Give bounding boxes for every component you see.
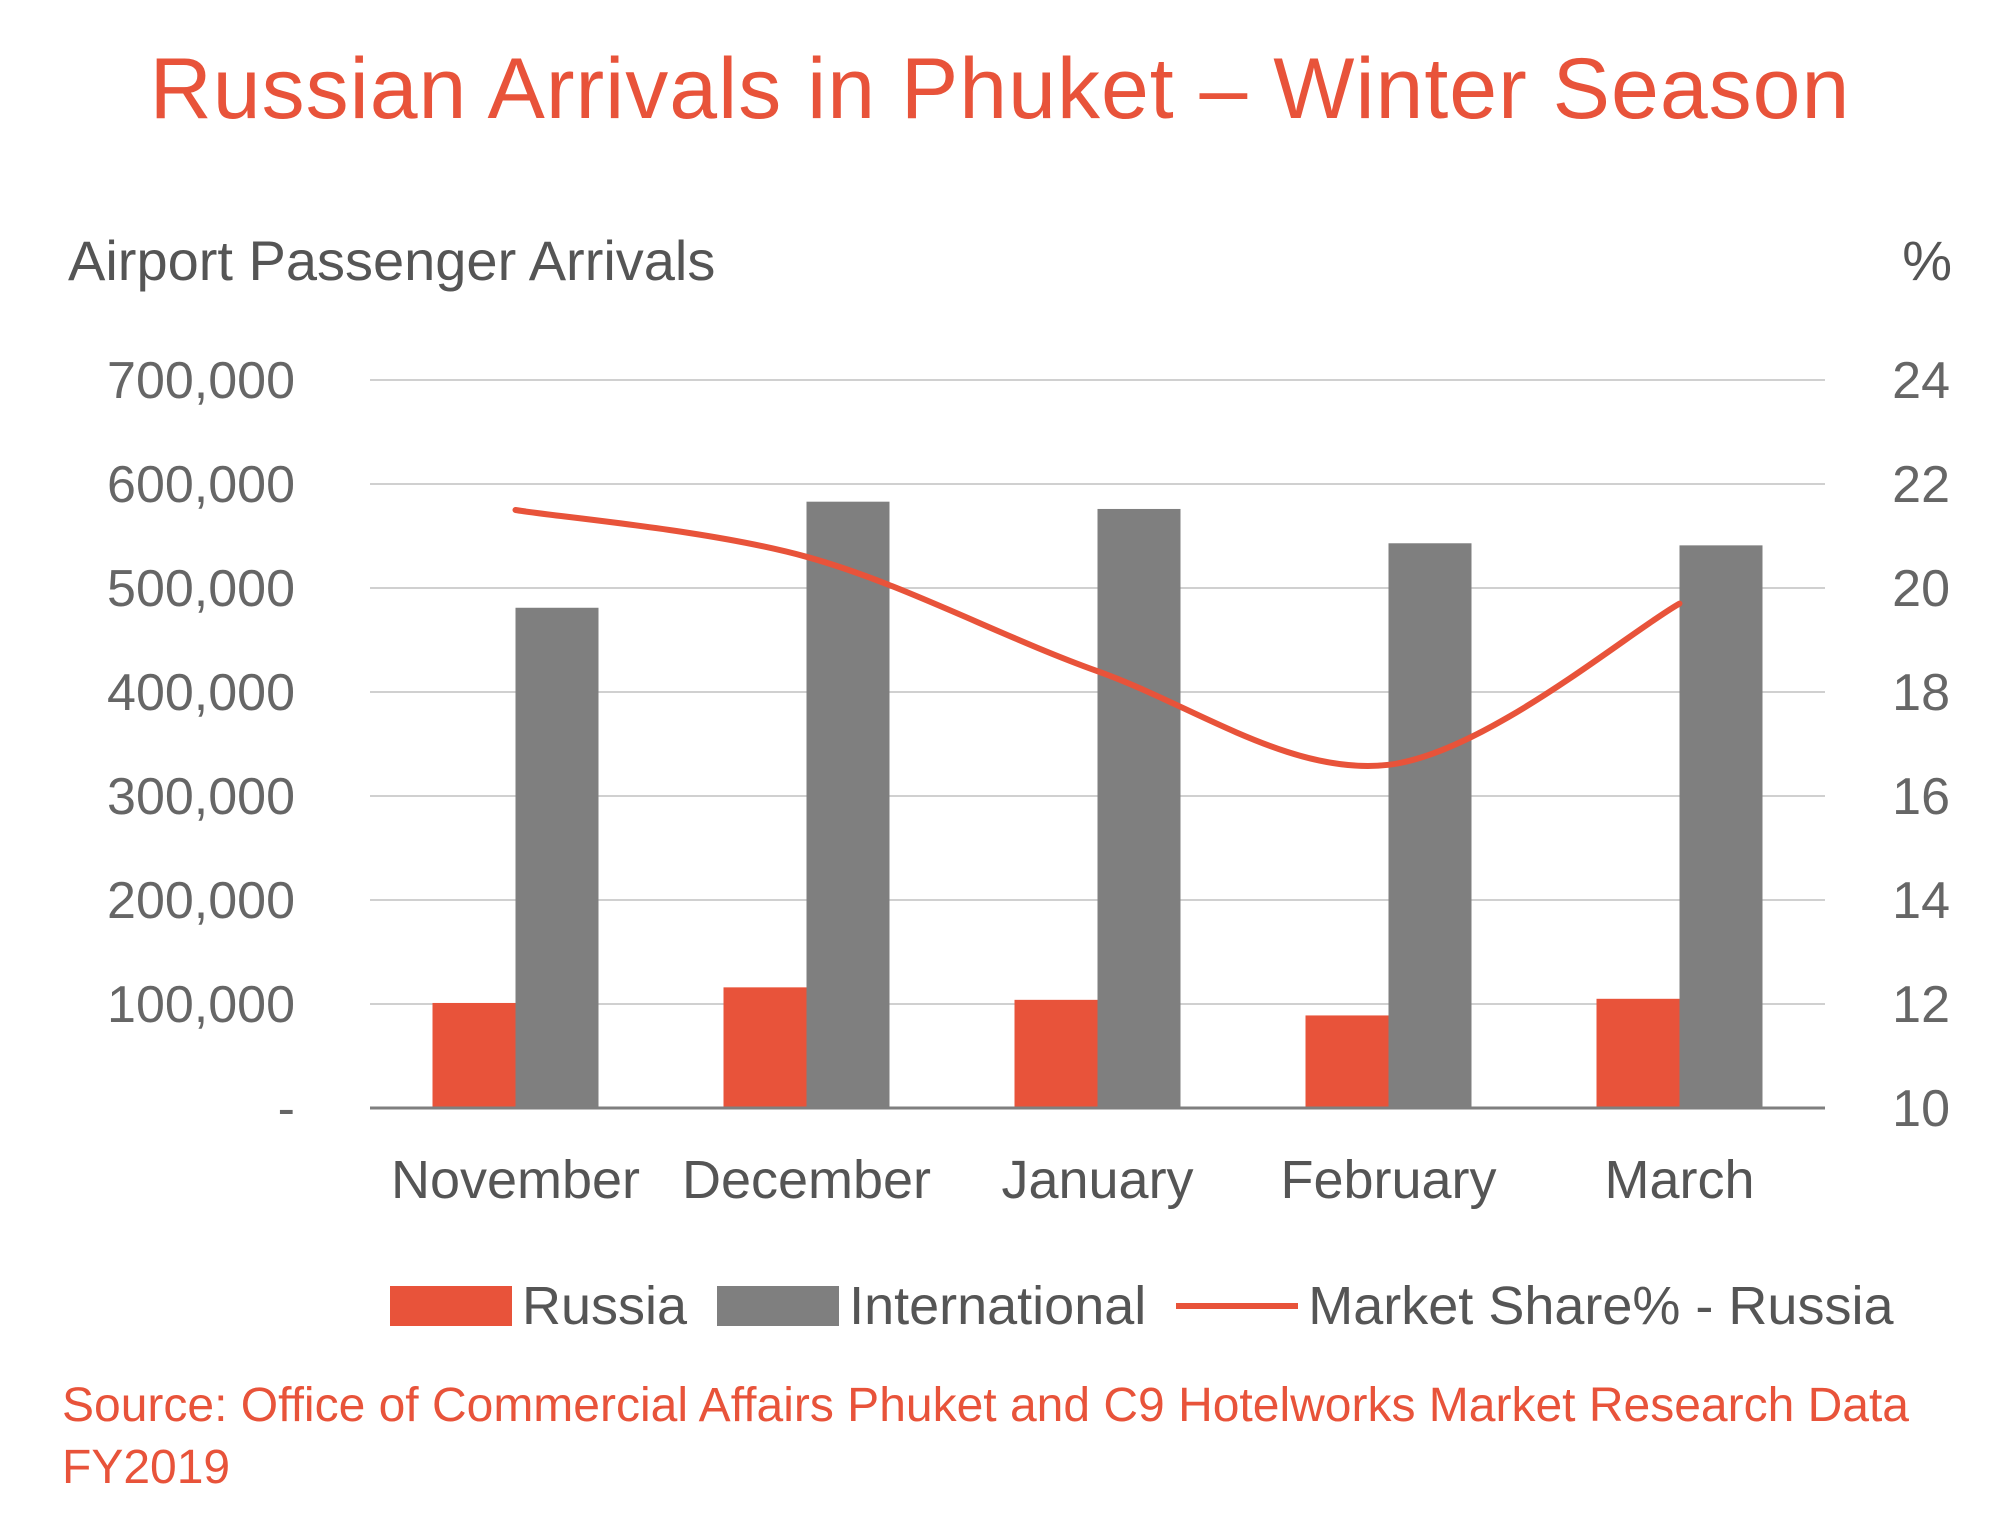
- bar-russia: [1596, 998, 1680, 1108]
- bar-international: [1097, 508, 1181, 1109]
- bar-international: [515, 607, 599, 1108]
- international-swatch-icon: [717, 1286, 840, 1326]
- bar-international: [1388, 543, 1472, 1108]
- y2-tick-label: 10: [1892, 1080, 1950, 1138]
- y2-tick-label: 18: [1892, 664, 1950, 722]
- bar-international: [1679, 545, 1763, 1108]
- y2-axis-label: %: [1902, 229, 1952, 292]
- y-tick-label: 100,000: [107, 976, 295, 1034]
- russia-swatch-icon: [390, 1286, 512, 1326]
- y2-tick-label: 20: [1892, 560, 1950, 618]
- bar-international: [806, 501, 890, 1108]
- y-tick-label: 400,000: [107, 664, 295, 722]
- y-tick-label: 600,000: [107, 456, 295, 514]
- bar-russia: [432, 1002, 516, 1108]
- legend-label-international: International: [849, 1276, 1147, 1336]
- legend-label-market-share: Market Share% - Russia: [1308, 1276, 1894, 1336]
- y2-tick-label: 24: [1892, 352, 1950, 410]
- y2-tick-label: 22: [1892, 456, 1950, 514]
- y2-tick-label: 12: [1892, 976, 1950, 1034]
- x-tick-label: March: [1604, 1150, 1754, 1210]
- source-note: Source: Office of Commercial Affairs Phu…: [62, 1379, 1909, 1494]
- x-tick-label: February: [1280, 1150, 1496, 1210]
- x-tick-label: December: [682, 1150, 931, 1210]
- legend-item-international: International: [717, 1275, 1146, 1337]
- x-tick-label: November: [391, 1150, 640, 1210]
- legend-label-russia: Russia: [522, 1276, 688, 1336]
- y-tick-label: 300,000: [107, 768, 295, 826]
- y-tick-label: 500,000: [107, 560, 295, 618]
- combo-chart: - 100,000 200,000 300,000 400,000 500,000 600,…: [107, 352, 1950, 1210]
- x-tick-label: January: [1001, 1150, 1193, 1210]
- legend-item-market-share: Market Share% - Russia: [1176, 1275, 1893, 1337]
- legend-item-russia: Russia: [390, 1275, 687, 1337]
- bar-russia: [1305, 1015, 1389, 1108]
- y2-tick-label: 14: [1892, 872, 1950, 930]
- line-swatch-icon: [1176, 1303, 1299, 1309]
- y2-tick-label: 16: [1892, 768, 1950, 826]
- y-tick-label: 200,000: [107, 872, 295, 930]
- legend: Russia International Market Share% - Rus…: [390, 1275, 1923, 1337]
- market-share-line: [512, 507, 1683, 769]
- y-tick-label: -: [278, 1080, 295, 1138]
- y-tick-label: 700,000: [107, 352, 295, 410]
- bar-russia: [723, 987, 807, 1108]
- bar-russia: [1014, 999, 1098, 1108]
- chart-title: Russian Arrivals in Phuket – Winter Seas…: [149, 41, 1851, 137]
- y-axis-label: Airport Passenger Arrivals: [68, 229, 716, 292]
